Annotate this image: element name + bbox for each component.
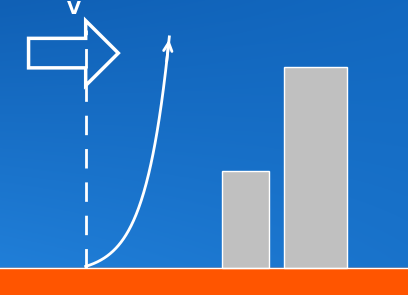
Bar [222,171,269,268]
Bar [284,67,347,268]
Bar [0,268,408,295]
Text: V: V [67,0,80,18]
